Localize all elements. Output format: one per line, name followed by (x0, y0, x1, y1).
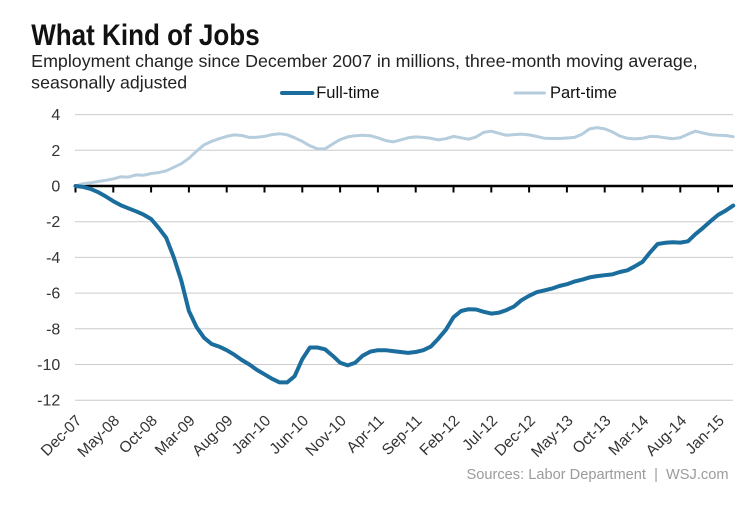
svg-text:-12: -12 (37, 393, 60, 410)
svg-text:seasonally adjusted: seasonally adjusted (31, 72, 187, 92)
svg-text:2: 2 (51, 143, 60, 160)
svg-text:4: 4 (51, 107, 60, 124)
svg-text:Part-time: Part-time (550, 84, 617, 102)
svg-text:-10: -10 (37, 357, 60, 374)
svg-text:Employment change since Decemb: Employment change since December 2007 in… (31, 51, 698, 71)
svg-text:Full-time: Full-time (316, 84, 379, 102)
svg-text:-4: -4 (46, 250, 60, 267)
svg-text:What Kind of Jobs: What Kind of Jobs (31, 19, 260, 52)
svg-text:-2: -2 (46, 214, 60, 231)
svg-text:-8: -8 (46, 321, 60, 338)
svg-text:-6: -6 (46, 286, 60, 303)
svg-text:0: 0 (51, 179, 60, 196)
svg-text:Sources: Labor Department |: Sources: Labor Department | WSJ.com (467, 466, 729, 483)
